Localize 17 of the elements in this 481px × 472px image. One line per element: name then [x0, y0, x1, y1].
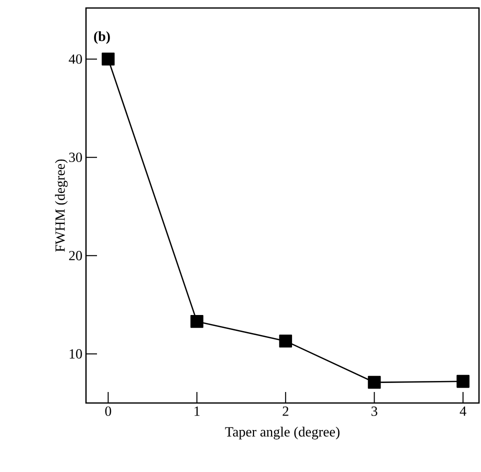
- x-tick-label: 1: [194, 406, 200, 416]
- point: [368, 376, 381, 389]
- y-axis-title: FWHM (degree): [54, 159, 68, 252]
- y-tick-label: 40: [68, 54, 82, 64]
- x-tick-label: 3: [372, 406, 378, 416]
- x-tick-label: 4: [460, 406, 466, 416]
- x-axis-title: Taper angle (degree): [225, 426, 340, 440]
- y-tick-label: 20: [69, 250, 82, 260]
- point: [456, 374, 470, 388]
- annotation: (b): [94, 31, 110, 44]
- x-tick-label: 0: [105, 406, 112, 416]
- point: [102, 52, 115, 66]
- point: [279, 334, 292, 348]
- y-tick-label: 30: [69, 152, 82, 162]
- point: [190, 314, 204, 328]
- y-tick-label: 10: [70, 349, 82, 359]
- x-tick-label: 2: [282, 406, 288, 416]
